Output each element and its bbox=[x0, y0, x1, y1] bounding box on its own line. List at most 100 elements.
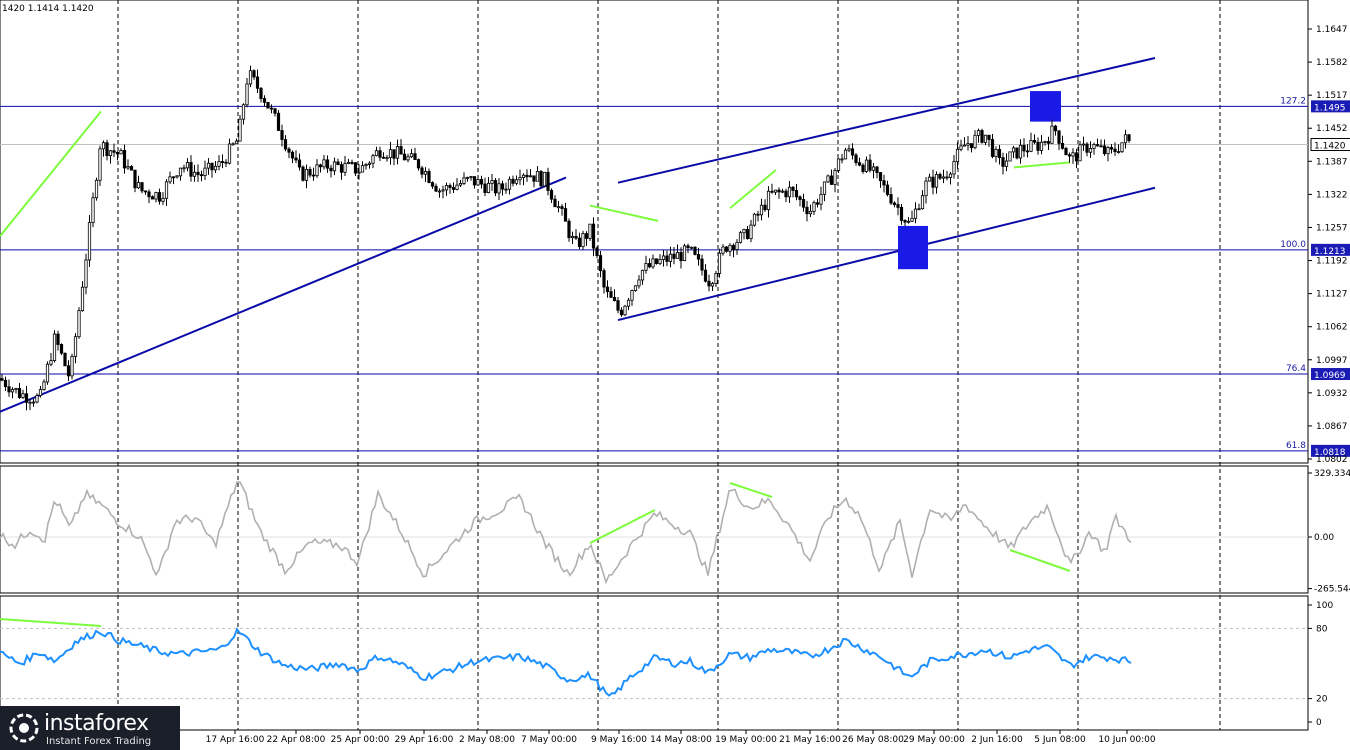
candle-body bbox=[637, 279, 641, 287]
candle-body bbox=[336, 161, 340, 165]
candle-body bbox=[497, 183, 501, 194]
candle-body bbox=[406, 156, 410, 161]
candle-body bbox=[931, 176, 935, 188]
candle-body bbox=[395, 146, 400, 159]
candle-body bbox=[770, 190, 774, 193]
candle-body bbox=[140, 182, 144, 192]
candle-body bbox=[182, 167, 186, 170]
candle-body bbox=[224, 161, 228, 164]
candle-body bbox=[87, 222, 92, 261]
candle-body bbox=[728, 244, 732, 252]
candle-body bbox=[434, 185, 438, 192]
fib-price-tag bbox=[1311, 243, 1350, 256]
candle-body bbox=[812, 202, 816, 212]
candle-body bbox=[679, 252, 683, 262]
candle-body bbox=[367, 162, 372, 165]
candle-body bbox=[308, 169, 312, 176]
candle-body bbox=[126, 166, 130, 169]
candle-body bbox=[640, 269, 645, 281]
candle-body bbox=[875, 166, 879, 173]
candle-body bbox=[458, 183, 463, 186]
candle-body bbox=[861, 164, 865, 172]
candle-body bbox=[444, 185, 449, 191]
candle-body bbox=[1039, 141, 1044, 151]
candle-body bbox=[913, 208, 918, 219]
current-price-tag-text: 1.1420 bbox=[1314, 142, 1346, 152]
candle-body bbox=[290, 151, 295, 159]
candle-body bbox=[451, 187, 456, 190]
candle-body bbox=[535, 171, 540, 182]
candle-body bbox=[129, 166, 134, 171]
candle-body bbox=[147, 191, 151, 198]
price-tick-label: 1.1192 bbox=[1316, 257, 1348, 267]
candle-body bbox=[630, 290, 634, 301]
candle-body bbox=[49, 360, 53, 365]
candle-body bbox=[654, 258, 659, 264]
candle-body bbox=[1120, 142, 1124, 153]
candle-body bbox=[77, 310, 81, 338]
candle-body bbox=[133, 169, 137, 189]
candle-body bbox=[668, 253, 673, 262]
cci-divergence-line bbox=[1009, 549, 1071, 572]
x-tick-label: 22 Apr 08:00 bbox=[267, 735, 326, 745]
candle-body bbox=[969, 143, 974, 149]
candle-body bbox=[920, 195, 925, 210]
candle-body bbox=[794, 190, 799, 198]
candle-body bbox=[469, 176, 473, 178]
candle-body bbox=[462, 177, 466, 184]
candle-body bbox=[885, 184, 890, 195]
candle-body bbox=[917, 208, 921, 211]
candle-body bbox=[871, 166, 876, 171]
candle-body bbox=[409, 153, 414, 158]
candle-body bbox=[315, 164, 319, 177]
candle-body bbox=[1078, 144, 1082, 162]
candle-body bbox=[780, 190, 785, 193]
candle-body bbox=[990, 139, 995, 157]
candle-body bbox=[112, 150, 116, 153]
candle-body bbox=[945, 176, 949, 179]
candle-body bbox=[280, 130, 284, 140]
candle-body bbox=[1036, 141, 1040, 151]
candle-body bbox=[35, 395, 39, 403]
candle-body bbox=[693, 246, 697, 255]
candle-body bbox=[413, 153, 417, 160]
candle-body bbox=[157, 192, 162, 202]
candle-body bbox=[486, 182, 491, 194]
candle-body bbox=[490, 180, 494, 184]
candle-body bbox=[892, 202, 897, 205]
candle-body bbox=[21, 393, 25, 398]
x-tick-label: 14 May 08:00 bbox=[650, 735, 712, 745]
candle-body bbox=[777, 189, 781, 193]
x-tick-label: 19 May 00:00 bbox=[715, 735, 777, 745]
candle-body bbox=[609, 291, 613, 298]
candle-body bbox=[822, 181, 827, 195]
candle-body bbox=[161, 197, 165, 202]
x-tick-label: 2 May 08:00 bbox=[459, 735, 515, 745]
candle-body bbox=[80, 286, 85, 312]
candle-body bbox=[805, 206, 809, 215]
candle-body bbox=[283, 139, 288, 150]
cci-divergence-line bbox=[589, 509, 656, 544]
price-tick-label: 1.0802 bbox=[1316, 455, 1348, 465]
candle-body bbox=[906, 220, 911, 223]
candle-body bbox=[665, 255, 669, 262]
cci-line bbox=[0, 481, 1132, 585]
candle-body bbox=[220, 161, 225, 163]
candle-body bbox=[903, 220, 907, 223]
candle-body bbox=[686, 245, 690, 249]
candle-body bbox=[987, 134, 991, 140]
x-tick-label: 10 Jun 00:00 bbox=[1098, 735, 1155, 745]
candle-body bbox=[504, 188, 508, 191]
candle-body bbox=[759, 204, 764, 216]
candle-body bbox=[633, 285, 638, 291]
candle-body bbox=[238, 118, 242, 142]
candle-body bbox=[567, 220, 571, 239]
candle-body bbox=[710, 283, 715, 287]
candle-body bbox=[598, 255, 603, 272]
fib-price-tag-text: 1.1213 bbox=[1314, 247, 1346, 257]
candle-body bbox=[994, 149, 998, 157]
candle-body bbox=[294, 157, 298, 161]
candle-body bbox=[518, 177, 522, 181]
price-tick-label: 1.0867 bbox=[1316, 422, 1348, 432]
candle-body bbox=[185, 162, 190, 169]
